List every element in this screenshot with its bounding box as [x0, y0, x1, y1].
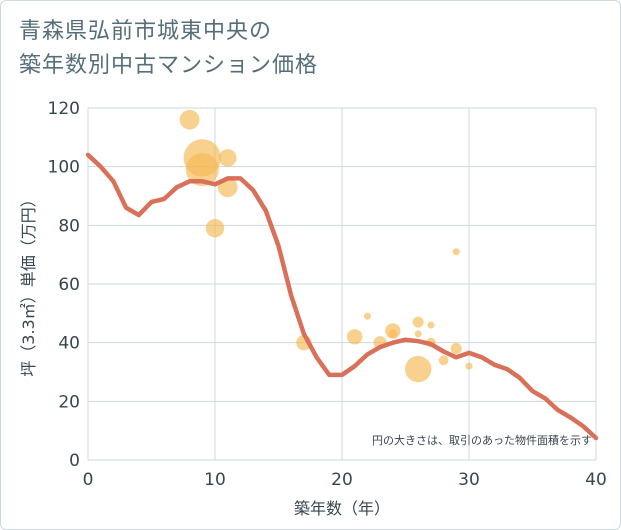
title-line-2: 築年数別中古マンション価格	[19, 53, 319, 78]
data-bubble	[438, 355, 449, 366]
data-bubble	[405, 355, 432, 383]
data-bubble	[218, 149, 237, 167]
y-tick-label: 100	[48, 158, 80, 178]
data-bubble	[185, 153, 219, 187]
data-bubble	[388, 329, 398, 339]
data-bubble	[414, 330, 422, 338]
data-bubble	[363, 312, 371, 320]
data-bubble	[179, 109, 200, 130]
page-title: 青森県弘前市城東中央の 築年数別中古マンション価格	[19, 15, 459, 83]
plot-frame	[87, 107, 597, 461]
trend-line	[85, 152, 599, 441]
y-tick-label: 0	[69, 451, 80, 471]
x-tick-label: 10	[204, 470, 226, 490]
y-tick-label: 20	[58, 392, 80, 412]
y-tick-label: 40	[58, 334, 80, 354]
data-bubble	[427, 321, 435, 329]
data-bubble	[465, 362, 473, 370]
y-tick-label: 60	[58, 275, 80, 295]
x-axis-label: 築年数（年）	[294, 499, 390, 518]
x-tick-label: 20	[331, 470, 353, 490]
title-line-1: 青森県弘前市城東中央の	[19, 19, 273, 44]
x-tick-label: 0	[83, 470, 94, 490]
x-tick-label: 30	[458, 470, 480, 490]
data-bubble	[412, 316, 424, 328]
x-tick-label: 40	[585, 470, 607, 490]
size-note: 円の大きさは、取引のあった物件面積を示す	[372, 433, 592, 447]
y-tick-label: 80	[58, 216, 80, 236]
data-bubble	[450, 343, 462, 355]
y-axis-label: 坪（3.3㎡）単価（万円）	[19, 191, 38, 376]
data-bubble	[205, 219, 225, 238]
data-bubble	[347, 329, 363, 345]
data-bubble	[452, 248, 460, 256]
y-tick-label: 120	[48, 99, 80, 119]
